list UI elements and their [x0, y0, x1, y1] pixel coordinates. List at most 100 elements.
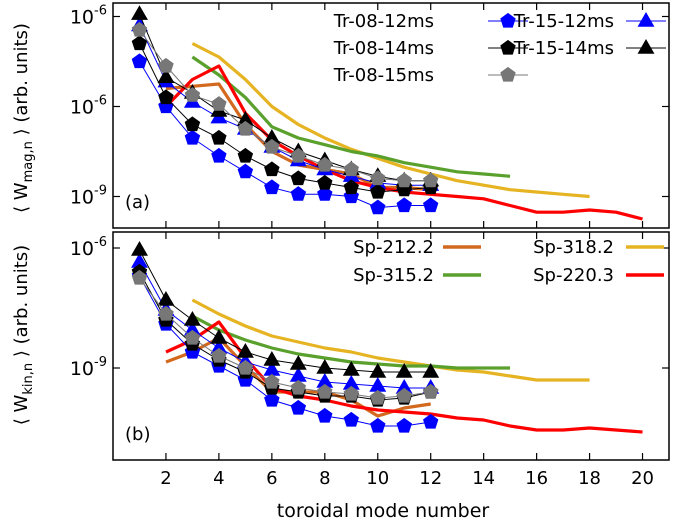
series-line-sp-318-2 — [191, 42, 590, 199]
data-point — [131, 21, 148, 37]
data-point — [290, 399, 307, 415]
panel-label: (b) — [125, 424, 150, 445]
data-point — [343, 161, 359, 177]
x-tick-label: 18 — [578, 468, 601, 489]
data-point — [131, 35, 148, 51]
data-point — [370, 199, 386, 215]
data-point — [183, 310, 201, 326]
data-point — [395, 362, 413, 378]
panel-a: 10-6 10-6 10-9 (a) Tr-08-12ms Tr-15-12ms Tr-08… — [70, 2, 670, 229]
legend-marker — [637, 11, 655, 27]
series-line-tr-08-14ms — [139, 271, 431, 401]
data-point — [343, 385, 359, 401]
y-tick-label: 10-9 — [70, 355, 107, 380]
legend-marker — [500, 12, 516, 28]
data-point — [317, 383, 333, 399]
data-point — [157, 68, 175, 83]
legend-label: Sp-212.2 — [353, 237, 434, 258]
data-point — [211, 147, 227, 163]
data-point — [211, 129, 227, 145]
panel-b: 2 4 6 8 10 12 14 16 18 20 10-6 10-9 (b) Sp-212.2 Sp-31… — [70, 231, 670, 489]
data-point — [211, 96, 227, 111]
legend-label: Tr-08-15ms — [333, 65, 434, 86]
legend-label: Sp-318.2 — [533, 237, 614, 258]
data-point — [396, 197, 412, 213]
series-line-sp-318-2 — [191, 298, 590, 382]
data-point — [131, 269, 148, 285]
x-tick-label: 8 — [319, 468, 330, 489]
x-tick-label: 10 — [366, 468, 389, 489]
legend-label: Tr-15-14ms — [513, 38, 614, 59]
data-point — [370, 170, 386, 186]
data-point — [131, 53, 148, 69]
data-point — [396, 172, 412, 188]
y-label-a-sub: mag,n — [21, 141, 36, 182]
y-tick-label: 10-9 — [70, 184, 107, 209]
data-point — [370, 417, 386, 433]
legend-label: Tr-08-14ms — [333, 38, 434, 59]
series-line-sp-315-2 — [191, 55, 511, 178]
data-point — [237, 163, 254, 179]
legend-label: Tr-08-12ms — [333, 11, 434, 32]
data-point — [317, 186, 333, 201]
data-point — [264, 373, 280, 389]
data-point — [157, 290, 175, 306]
data-point — [237, 147, 254, 163]
data-point — [237, 120, 254, 136]
data-point — [369, 362, 387, 378]
x-tick-label: 12 — [419, 468, 442, 489]
data-point — [184, 129, 201, 145]
legend-label: Sp-220.3 — [533, 265, 614, 286]
x-axis-label: toroidal mode number — [277, 500, 490, 522]
data-point — [423, 413, 439, 429]
panel-label: (a) — [125, 192, 150, 213]
y-label-b-sub: kin,n — [21, 363, 36, 395]
data-point — [423, 172, 439, 188]
data-point — [317, 407, 333, 423]
data-point — [264, 179, 280, 195]
x-tick-label: 4 — [213, 468, 224, 489]
y-axis-label-a: ⟨ Wmag,n ⟩ (arb. units) — [11, 23, 36, 213]
data-point — [264, 138, 280, 154]
data-point — [184, 87, 201, 102]
data-point — [290, 147, 307, 163]
y-label-a-main: ⟨ W — [11, 182, 32, 213]
data-point — [264, 391, 280, 407]
x-tick-label: 2 — [160, 468, 171, 489]
data-point — [290, 186, 307, 201]
y-label-a-tail: ⟩ (arb. units) — [11, 23, 32, 141]
data-point — [210, 328, 228, 344]
data-point — [423, 383, 439, 399]
legend-label: Sp-315.2 — [353, 265, 434, 286]
data-point — [370, 183, 386, 199]
x-tick-label: 14 — [472, 468, 495, 489]
data-point — [343, 411, 359, 427]
data-point — [423, 197, 439, 213]
data-point — [316, 358, 334, 374]
y-label-b-tail: ⟩ (arb. units) — [11, 245, 32, 363]
data-point — [290, 379, 307, 395]
data-point — [370, 389, 386, 405]
data-point — [131, 240, 148, 256]
x-tick-label: 20 — [631, 468, 654, 489]
data-point — [158, 305, 174, 321]
data-point — [342, 360, 360, 376]
data-point — [237, 359, 254, 375]
legend-label: Tr-15-12ms — [513, 11, 614, 32]
legend-marker — [637, 38, 655, 54]
data-point — [158, 57, 174, 73]
data-point — [211, 347, 227, 363]
data-point — [264, 161, 280, 177]
data-point — [184, 116, 201, 132]
y-label-b-main: ⟨ W — [11, 394, 32, 425]
data-point — [236, 342, 254, 358]
data-point — [289, 354, 307, 370]
data-point — [369, 376, 387, 392]
data-point — [317, 174, 333, 190]
data-point — [290, 170, 307, 186]
data-point — [263, 350, 281, 366]
legend-marker — [500, 66, 516, 82]
plot-frame — [112, 231, 670, 461]
plot-frame — [112, 2, 670, 229]
